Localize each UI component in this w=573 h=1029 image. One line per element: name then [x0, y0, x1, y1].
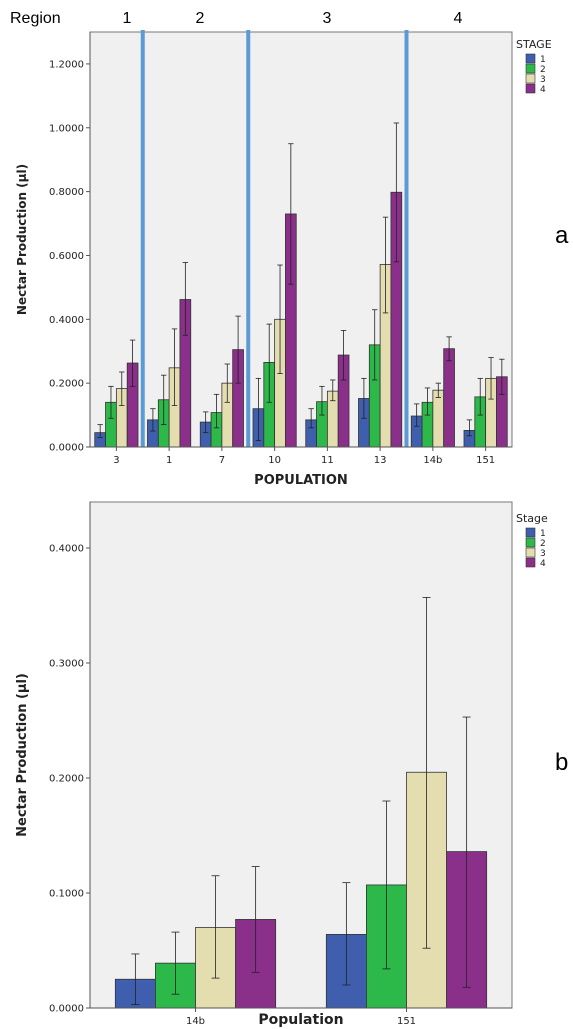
chart-a-xtick-label: 3: [113, 455, 119, 466]
region-label-3: 3: [323, 10, 332, 27]
chart-a-legend-swatch-4: [525, 83, 536, 94]
chart-a-xtick-label: 1: [166, 455, 172, 466]
region-header: Region 1 2 3 4: [10, 10, 463, 27]
panel-letter-b: b: [555, 749, 568, 776]
chart-b-legend-swatch-4: [525, 557, 536, 568]
chart-b-legend-label-4: 4: [540, 559, 546, 569]
chart-b-x-axis-title: Population: [258, 1012, 343, 1028]
chart-a-plot-area: [89, 31, 513, 448]
chart-a-ytick-label: 0.2000: [49, 379, 84, 390]
chart-a-xtick-label: 151: [476, 455, 495, 466]
region-label-1: 1: [123, 10, 132, 27]
chart-a-xtick-label: 14b: [423, 455, 442, 466]
chart-b-xtick-label: 14b: [186, 1016, 205, 1027]
chart-a-ytick-label: 0.4000: [49, 315, 84, 326]
chart-a-ytick-label: 0.0000: [49, 443, 84, 454]
chart-a-legend-swatch-1: [525, 53, 536, 64]
chart-b-legend-label-1: 1: [540, 529, 546, 539]
chart-b-ytick-label: 0.3000: [49, 659, 84, 670]
chart-a-legend-title: STAGE: [516, 38, 552, 51]
chart-a-legend-label-1: 1: [540, 55, 546, 65]
chart-a-legend-swatch-3: [525, 73, 536, 84]
chart-a-bar-14b-stage-4: [443, 348, 455, 448]
chart-a-legend-swatch-2: [525, 63, 536, 74]
chart-a: 0.0000 0.2000 0.4000 0.6000 0.8000 1.0000 1.20…: [15, 30, 552, 488]
chart-b-legend-swatch-2: [525, 537, 536, 548]
chart-b: 0.0000 0.1000 0.2000 0.3000 0.4000 Nectar Pro…: [15, 502, 548, 1028]
chart-a-xtick-label: 10: [268, 455, 281, 466]
chart-a-ytick-label: 1.0000: [49, 123, 84, 134]
chart-a-ytick-label: 0.8000: [49, 187, 84, 198]
chart-b-legend-label-3: 3: [540, 549, 546, 559]
panel-letter-a: a: [555, 222, 569, 249]
region-label-4: 4: [454, 10, 463, 27]
chart-a-ytick-label: 1.2000: [49, 59, 84, 70]
chart-a-legend-label-3: 3: [540, 75, 546, 85]
chart-b-legend-swatch-1: [525, 527, 536, 538]
chart-b-legend-title: Stage: [516, 512, 548, 525]
chart-a-bar-14b-stage-3: [432, 389, 445, 448]
chart-b-ytick-label: 0.0000: [49, 1004, 84, 1015]
region-header-label: Region: [10, 10, 61, 27]
chart-a-xtick-label: 13: [374, 455, 387, 466]
chart-a-legend-label-4: 4: [540, 85, 546, 95]
chart-b-ytick-label: 0.2000: [49, 774, 84, 785]
chart-a-ytick-label: 0.6000: [49, 251, 84, 262]
chart-a-y-axis-title: Nectar Production (µl): [15, 164, 29, 315]
chart-a-xtick-label: 7: [219, 455, 225, 466]
chart-b-xtick-label: 151: [397, 1016, 416, 1027]
chart-b-y-axis-title: Nectar Production (µl): [15, 673, 30, 837]
chart-a-x-axis-title: POPULATION: [254, 473, 348, 488]
chart-b-ytick-label: 0.4000: [49, 544, 84, 555]
chart-b-legend-swatch-3: [525, 547, 536, 558]
region-label-2: 2: [196, 10, 205, 27]
chart-b-ytick-label: 0.1000: [49, 889, 84, 900]
chart-a-legend-label-2: 2: [540, 65, 546, 75]
chart-a-xtick-label: 11: [321, 455, 334, 466]
chart-b-legend-label-2: 2: [540, 539, 546, 549]
